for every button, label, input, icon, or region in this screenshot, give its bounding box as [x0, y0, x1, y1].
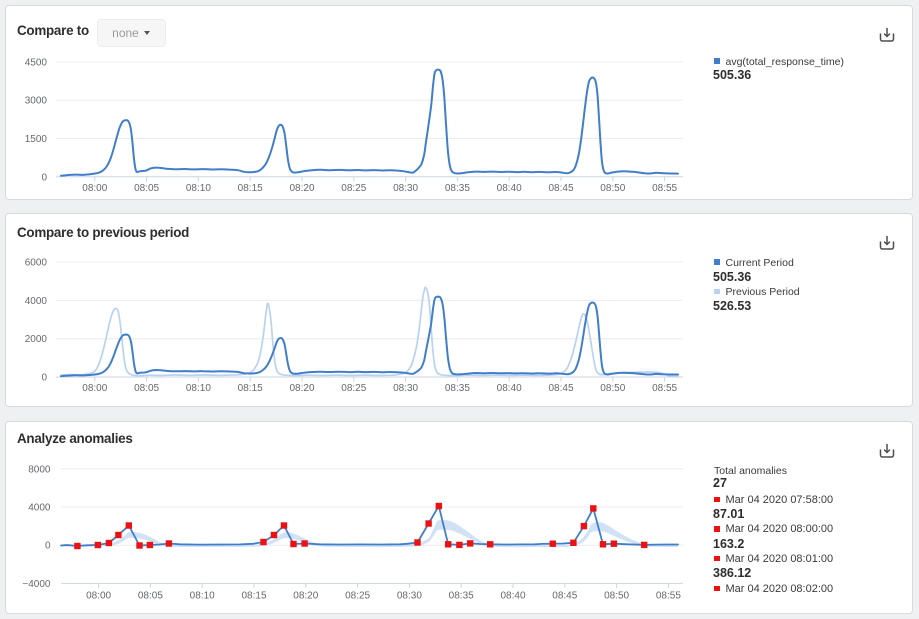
svg-text:08:20: 08:20 [289, 183, 314, 194]
svg-text:08:05: 08:05 [138, 590, 163, 601]
svg-text:1500: 1500 [25, 134, 48, 145]
svg-text:08:45: 08:45 [548, 383, 573, 394]
svg-text:3000: 3000 [25, 96, 48, 107]
svg-text:0: 0 [45, 541, 51, 552]
svg-text:08:15: 08:15 [241, 590, 266, 601]
svg-text:08:25: 08:25 [341, 183, 366, 194]
svg-text:08:00: 08:00 [82, 383, 107, 394]
svg-text:08:10: 08:10 [186, 383, 211, 394]
svg-text:08:50: 08:50 [600, 183, 625, 194]
svg-text:08:45: 08:45 [548, 183, 573, 194]
svg-text:0: 0 [41, 172, 47, 183]
svg-text:08:10: 08:10 [190, 590, 215, 601]
svg-text:08:40: 08:40 [497, 183, 522, 194]
svg-text:08:40: 08:40 [500, 590, 525, 601]
svg-text:08:20: 08:20 [293, 590, 318, 601]
svg-text:08:45: 08:45 [552, 590, 577, 601]
svg-text:08:50: 08:50 [600, 383, 625, 394]
svg-text:4000: 4000 [28, 503, 51, 514]
svg-text:−4000: −4000 [22, 579, 51, 590]
svg-text:2000: 2000 [25, 334, 48, 345]
svg-text:08:30: 08:30 [393, 383, 418, 394]
svg-text:4000: 4000 [25, 296, 48, 307]
svg-text:08:00: 08:00 [82, 183, 107, 194]
svg-text:08:30: 08:30 [393, 183, 418, 194]
svg-text:08:25: 08:25 [345, 590, 370, 601]
svg-text:08:55: 08:55 [652, 183, 677, 194]
svg-text:08:55: 08:55 [656, 590, 681, 601]
svg-text:08:35: 08:35 [445, 183, 470, 194]
svg-text:08:40: 08:40 [497, 383, 522, 394]
svg-text:08:05: 08:05 [134, 383, 159, 394]
svg-text:08:15: 08:15 [238, 183, 263, 194]
svg-text:8000: 8000 [28, 464, 51, 475]
svg-text:6000: 6000 [25, 258, 48, 269]
svg-text:08:10: 08:10 [186, 183, 211, 194]
svg-text:08:15: 08:15 [238, 383, 263, 394]
svg-text:08:00: 08:00 [86, 590, 111, 601]
svg-text:08:30: 08:30 [397, 590, 422, 601]
svg-text:08:55: 08:55 [652, 383, 677, 394]
svg-text:08:35: 08:35 [449, 590, 474, 601]
svg-text:08:20: 08:20 [289, 383, 314, 394]
svg-text:08:35: 08:35 [445, 383, 470, 394]
svg-text:08:05: 08:05 [134, 183, 159, 194]
svg-text:08:25: 08:25 [341, 383, 366, 394]
svg-text:4500: 4500 [25, 57, 48, 68]
svg-text:0: 0 [41, 373, 47, 384]
svg-text:08:50: 08:50 [604, 590, 629, 601]
